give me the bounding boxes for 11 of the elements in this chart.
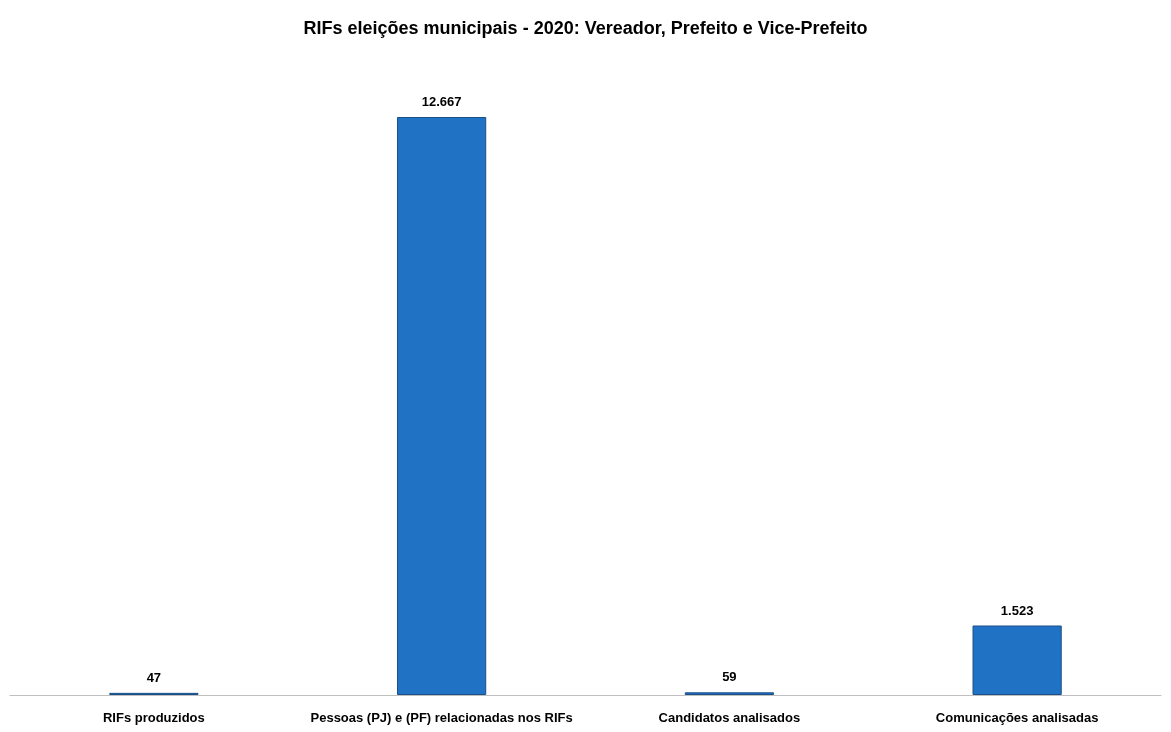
data-label: 59 <box>722 669 737 685</box>
x-tick-label: Candidatos analisados <box>658 710 801 725</box>
x-tick-label: Pessoas (PJ) e (PF) relacionadas nos RIFs <box>310 710 573 725</box>
data-label: 47 <box>146 669 162 685</box>
bar <box>972 625 1062 695</box>
chart-title: RIFs eleições municipais - 2020: Vereador, Prefeito e Vice-Prefeito <box>303 18 868 38</box>
x-tick-label: Comunicações analisadas <box>935 710 1099 725</box>
x-tick-label: RIFs produzidos <box>102 710 205 725</box>
bar <box>397 117 487 695</box>
data-label: 12.667 <box>421 94 462 109</box>
data-label: 1.523 <box>1000 602 1034 618</box>
